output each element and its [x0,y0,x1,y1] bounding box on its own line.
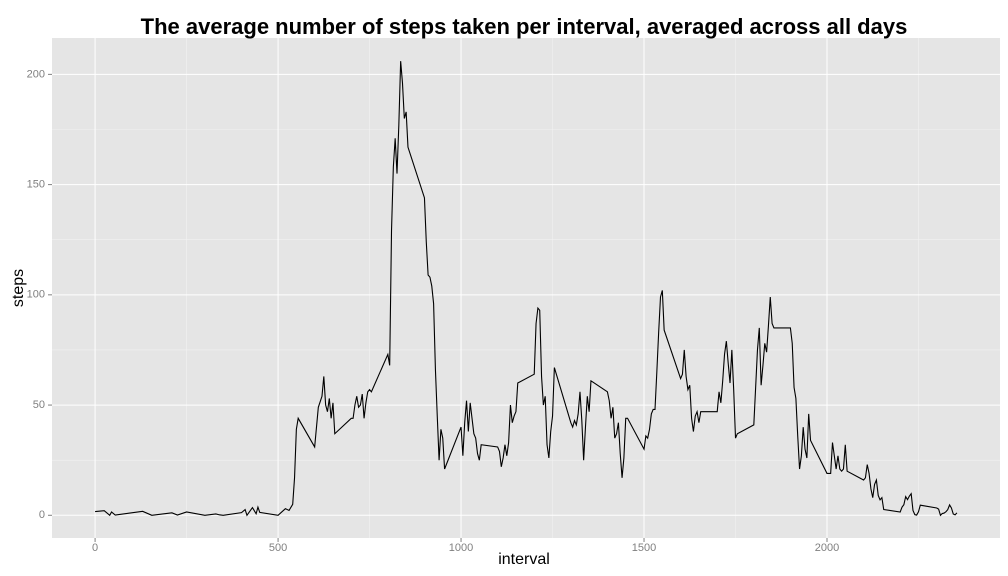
y-tick-label: 100 [27,289,45,301]
y-axis-title: steps [10,269,27,307]
x-tick-label: 0 [92,542,98,554]
y-tick-label: 150 [27,179,45,191]
x-tick-label: 500 [269,542,287,554]
y-tick-label: 50 [33,399,45,411]
x-tick-label: 2000 [815,542,839,554]
x-tick-label: 1000 [449,542,473,554]
chart-title: The average number of steps taken per in… [141,14,908,39]
y-tick-label: 200 [27,68,45,80]
x-tick-label: 1500 [632,542,656,554]
x-axis-title: interval [498,551,550,568]
y-tick-label: 0 [39,509,45,521]
line [95,61,958,517]
plot-panel [52,38,1000,538]
